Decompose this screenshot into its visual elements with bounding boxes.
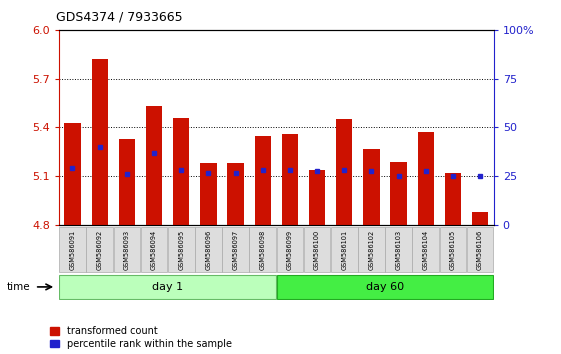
Bar bbox=[385, 228, 412, 272]
Text: GSM586105: GSM586105 bbox=[450, 229, 456, 270]
Bar bbox=[113, 228, 140, 272]
Bar bbox=[417, 132, 434, 225]
Bar bbox=[59, 228, 86, 272]
Text: GSM586099: GSM586099 bbox=[287, 229, 293, 270]
Text: GDS4374 / 7933665: GDS4374 / 7933665 bbox=[56, 11, 183, 24]
Bar bbox=[282, 134, 298, 225]
Bar bbox=[59, 275, 276, 299]
Bar bbox=[309, 170, 325, 225]
Bar bbox=[195, 228, 222, 272]
Text: day 60: day 60 bbox=[366, 282, 404, 292]
Bar bbox=[141, 228, 167, 272]
Bar bbox=[472, 212, 488, 225]
Bar bbox=[277, 275, 494, 299]
Bar bbox=[146, 106, 162, 225]
Bar bbox=[358, 228, 385, 272]
Bar bbox=[222, 228, 249, 272]
Text: GSM586098: GSM586098 bbox=[260, 229, 266, 270]
Bar bbox=[277, 228, 303, 272]
Legend: transformed count, percentile rank within the sample: transformed count, percentile rank withi… bbox=[50, 326, 232, 349]
Text: GSM586104: GSM586104 bbox=[423, 229, 429, 270]
Text: GSM586095: GSM586095 bbox=[178, 229, 184, 270]
Bar bbox=[119, 139, 135, 225]
Bar bbox=[304, 228, 330, 272]
Bar bbox=[173, 118, 189, 225]
Bar bbox=[440, 228, 466, 272]
Text: time: time bbox=[7, 282, 30, 292]
Text: GSM586093: GSM586093 bbox=[124, 229, 130, 270]
Text: GSM586094: GSM586094 bbox=[151, 229, 157, 270]
Text: GSM586106: GSM586106 bbox=[477, 229, 483, 270]
Bar bbox=[331, 228, 357, 272]
Text: GSM586102: GSM586102 bbox=[369, 229, 374, 270]
Bar bbox=[412, 228, 439, 272]
Bar bbox=[255, 136, 271, 225]
Text: GSM586096: GSM586096 bbox=[205, 229, 211, 270]
Bar bbox=[65, 122, 81, 225]
Text: day 1: day 1 bbox=[152, 282, 183, 292]
Bar bbox=[91, 59, 108, 225]
Bar bbox=[168, 228, 195, 272]
Text: GSM586092: GSM586092 bbox=[96, 229, 103, 270]
Bar bbox=[250, 228, 276, 272]
Bar bbox=[364, 149, 380, 225]
Bar bbox=[227, 163, 243, 225]
Bar bbox=[390, 161, 407, 225]
Text: GSM586103: GSM586103 bbox=[396, 229, 402, 270]
Text: GSM586101: GSM586101 bbox=[341, 229, 347, 270]
Bar bbox=[467, 228, 494, 272]
Text: GSM586100: GSM586100 bbox=[314, 229, 320, 270]
Text: GSM586091: GSM586091 bbox=[70, 229, 76, 270]
Bar bbox=[200, 163, 217, 225]
Bar bbox=[445, 173, 461, 225]
Bar bbox=[336, 119, 352, 225]
Text: GSM586097: GSM586097 bbox=[232, 229, 238, 270]
Bar bbox=[86, 228, 113, 272]
